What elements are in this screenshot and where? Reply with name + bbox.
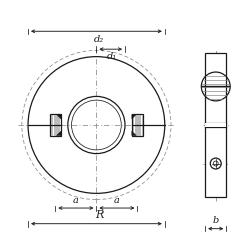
Text: a: a <box>114 196 120 204</box>
Polygon shape <box>56 131 61 136</box>
Bar <box>132 114 143 136</box>
Text: a: a <box>73 196 79 204</box>
Text: b: b <box>212 216 219 225</box>
Text: d₂: d₂ <box>94 34 104 43</box>
Polygon shape <box>132 114 136 119</box>
Bar <box>205 53 226 197</box>
Text: R: R <box>95 210 103 220</box>
Polygon shape <box>56 114 61 119</box>
Bar <box>205 123 226 127</box>
Polygon shape <box>132 131 136 136</box>
Text: d₁: d₁ <box>107 52 117 62</box>
Bar <box>50 114 61 136</box>
